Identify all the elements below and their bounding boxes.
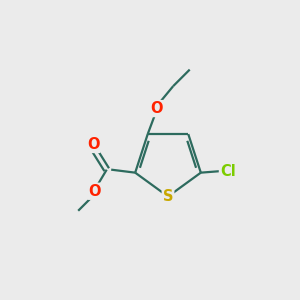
Text: O: O: [88, 184, 101, 199]
Text: S: S: [163, 189, 173, 204]
Text: O: O: [151, 101, 163, 116]
Text: O: O: [87, 137, 99, 152]
Text: Cl: Cl: [220, 164, 236, 179]
